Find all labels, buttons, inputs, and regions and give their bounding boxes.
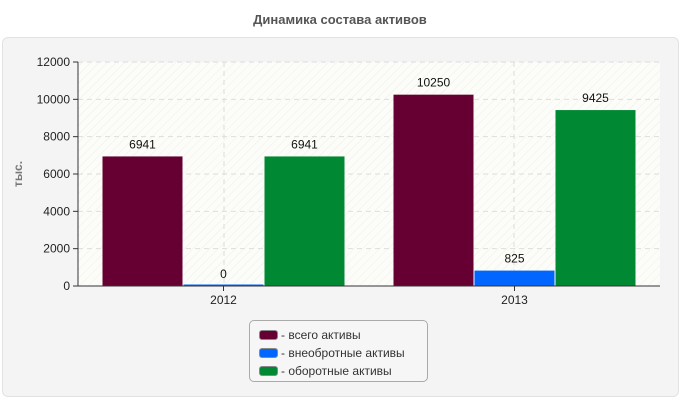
legend-item: - оборотные активы: [259, 362, 427, 380]
y-tick-label: 8000: [43, 130, 70, 144]
data-label: 6941: [129, 137, 156, 151]
x-tick-label: 2013: [501, 293, 528, 307]
x-tick-label: 2012: [210, 293, 237, 307]
y-axis-label: тыс.: [11, 161, 25, 187]
legend-label: - оборотные активы: [281, 364, 392, 378]
data-label: 0: [220, 267, 227, 281]
data-label: 9425: [582, 91, 609, 105]
legend: - всего активы - внеобротные активы - обор…: [249, 320, 428, 382]
data-label: 825: [504, 252, 524, 266]
legend-label: - всего активы: [281, 328, 361, 342]
bar-2012-0: [102, 156, 183, 286]
legend-swatch: [259, 330, 278, 340]
bar-2013-0: [393, 94, 474, 287]
bar-2013-2: [555, 110, 636, 286]
data-label: 6941: [291, 137, 318, 151]
y-tick-label: 6000: [43, 167, 70, 181]
y-tick-label: 2000: [43, 242, 70, 256]
bar-2012-1: [183, 284, 264, 286]
legend-swatch: [259, 366, 278, 376]
bar-2013-1: [474, 270, 555, 286]
data-label: 10250: [417, 76, 451, 90]
legend-item: - всего активы: [259, 326, 427, 344]
bar-2012-2: [264, 156, 345, 286]
chart-title: Динамика состава активов: [253, 12, 427, 27]
legend-swatch: [259, 348, 278, 358]
legend-label: - внеобротные активы: [281, 346, 405, 360]
y-tick-label: 10000: [37, 92, 71, 106]
y-tick-label: 0: [63, 279, 70, 293]
y-tick-label: 4000: [43, 204, 70, 218]
y-tick-label: 12000: [37, 55, 71, 69]
legend-item: - внеобротные активы: [259, 344, 427, 362]
